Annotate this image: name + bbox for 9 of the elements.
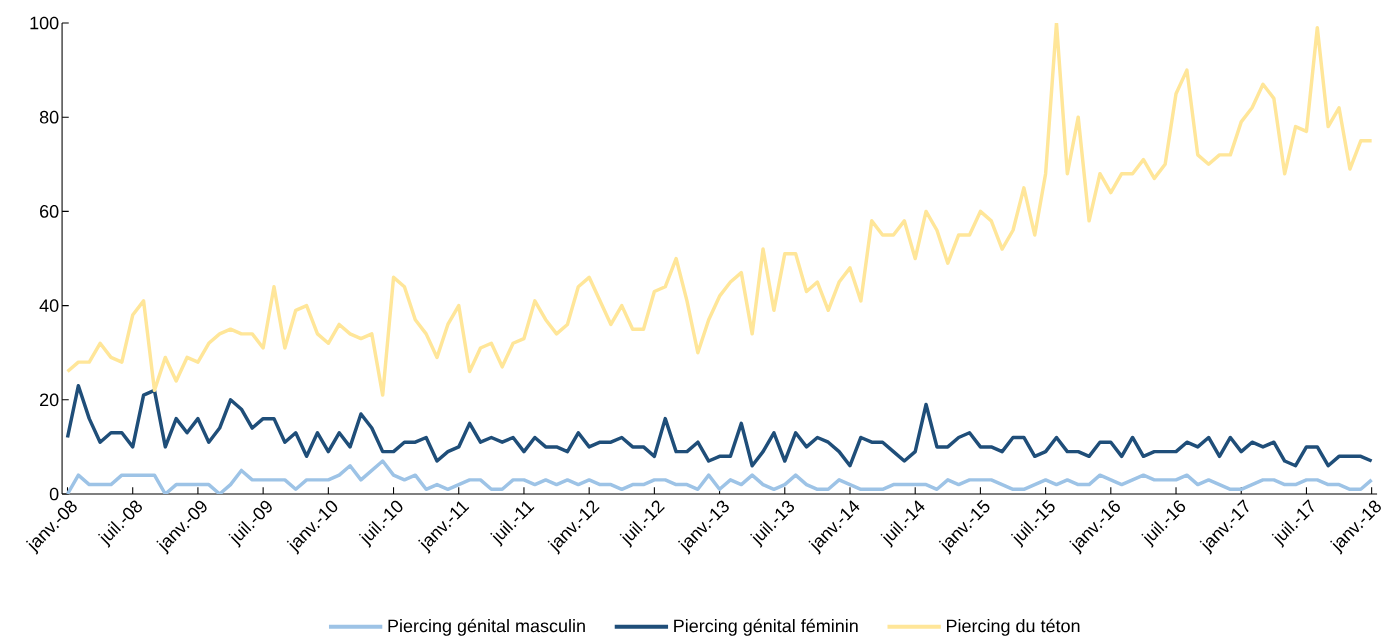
y-tick-label: 80: [39, 110, 59, 124]
y-tick-label: 60: [40, 205, 59, 218]
legend-label: Piercing génital féminin: [674, 618, 858, 636]
y-tick-label: 20: [40, 393, 59, 407]
y-tick-label: 40: [39, 299, 59, 312]
y-tick-label: 100: [30, 16, 59, 30]
legend-label: Piercing du téton: [946, 618, 1080, 636]
y-tick-label: 0: [49, 487, 59, 501]
legend-label: Piercing génital masculin: [388, 618, 585, 636]
